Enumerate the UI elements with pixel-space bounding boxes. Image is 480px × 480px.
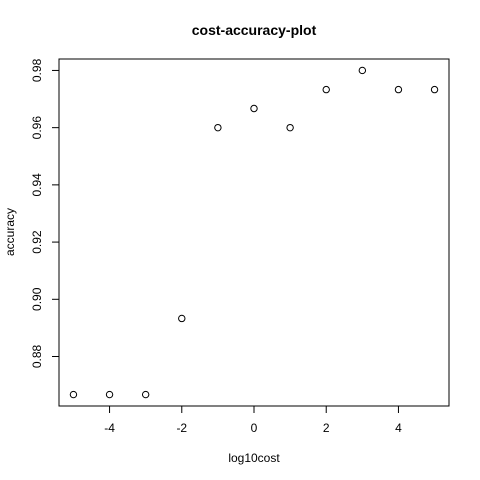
y-axis-label: accuracy: [3, 208, 17, 256]
chart-title: cost-accuracy-plot: [192, 22, 317, 38]
data-point: [214, 123, 222, 132]
y-tick-label: 0.92: [30, 230, 44, 254]
data-point: [322, 85, 330, 94]
x-axis-label: log10cost: [228, 451, 280, 465]
x-tick-label: -2: [176, 421, 187, 435]
data-point: [430, 85, 439, 94]
x-tick-label: 2: [323, 421, 330, 435]
plot-frame: [58, 58, 450, 407]
data-point: [105, 390, 114, 399]
data-point: [69, 390, 78, 399]
y-tick-label: 0.90: [30, 287, 44, 311]
x-tick-label: 0: [251, 421, 258, 435]
x-tick-label: 4: [395, 421, 402, 435]
data-point: [394, 85, 403, 94]
data-point: [178, 314, 186, 323]
y-tick-label: 0.98: [30, 58, 44, 82]
data-point: [250, 104, 258, 113]
x-tick-label: -4: [104, 421, 115, 435]
x-axis: -4 -2 0 2 4: [104, 405, 402, 435]
y-axis: 0.88 0.90 0.92 0.94 0.96 0.98: [30, 58, 60, 369]
y-tick-label: 0.96: [30, 116, 44, 140]
y-tick-label: 0.88: [30, 345, 44, 369]
data-point: [358, 66, 367, 75]
data-point: [141, 390, 150, 399]
data-points: [69, 66, 439, 399]
y-tick-label: 0.94: [30, 173, 44, 197]
data-point: [286, 123, 294, 132]
